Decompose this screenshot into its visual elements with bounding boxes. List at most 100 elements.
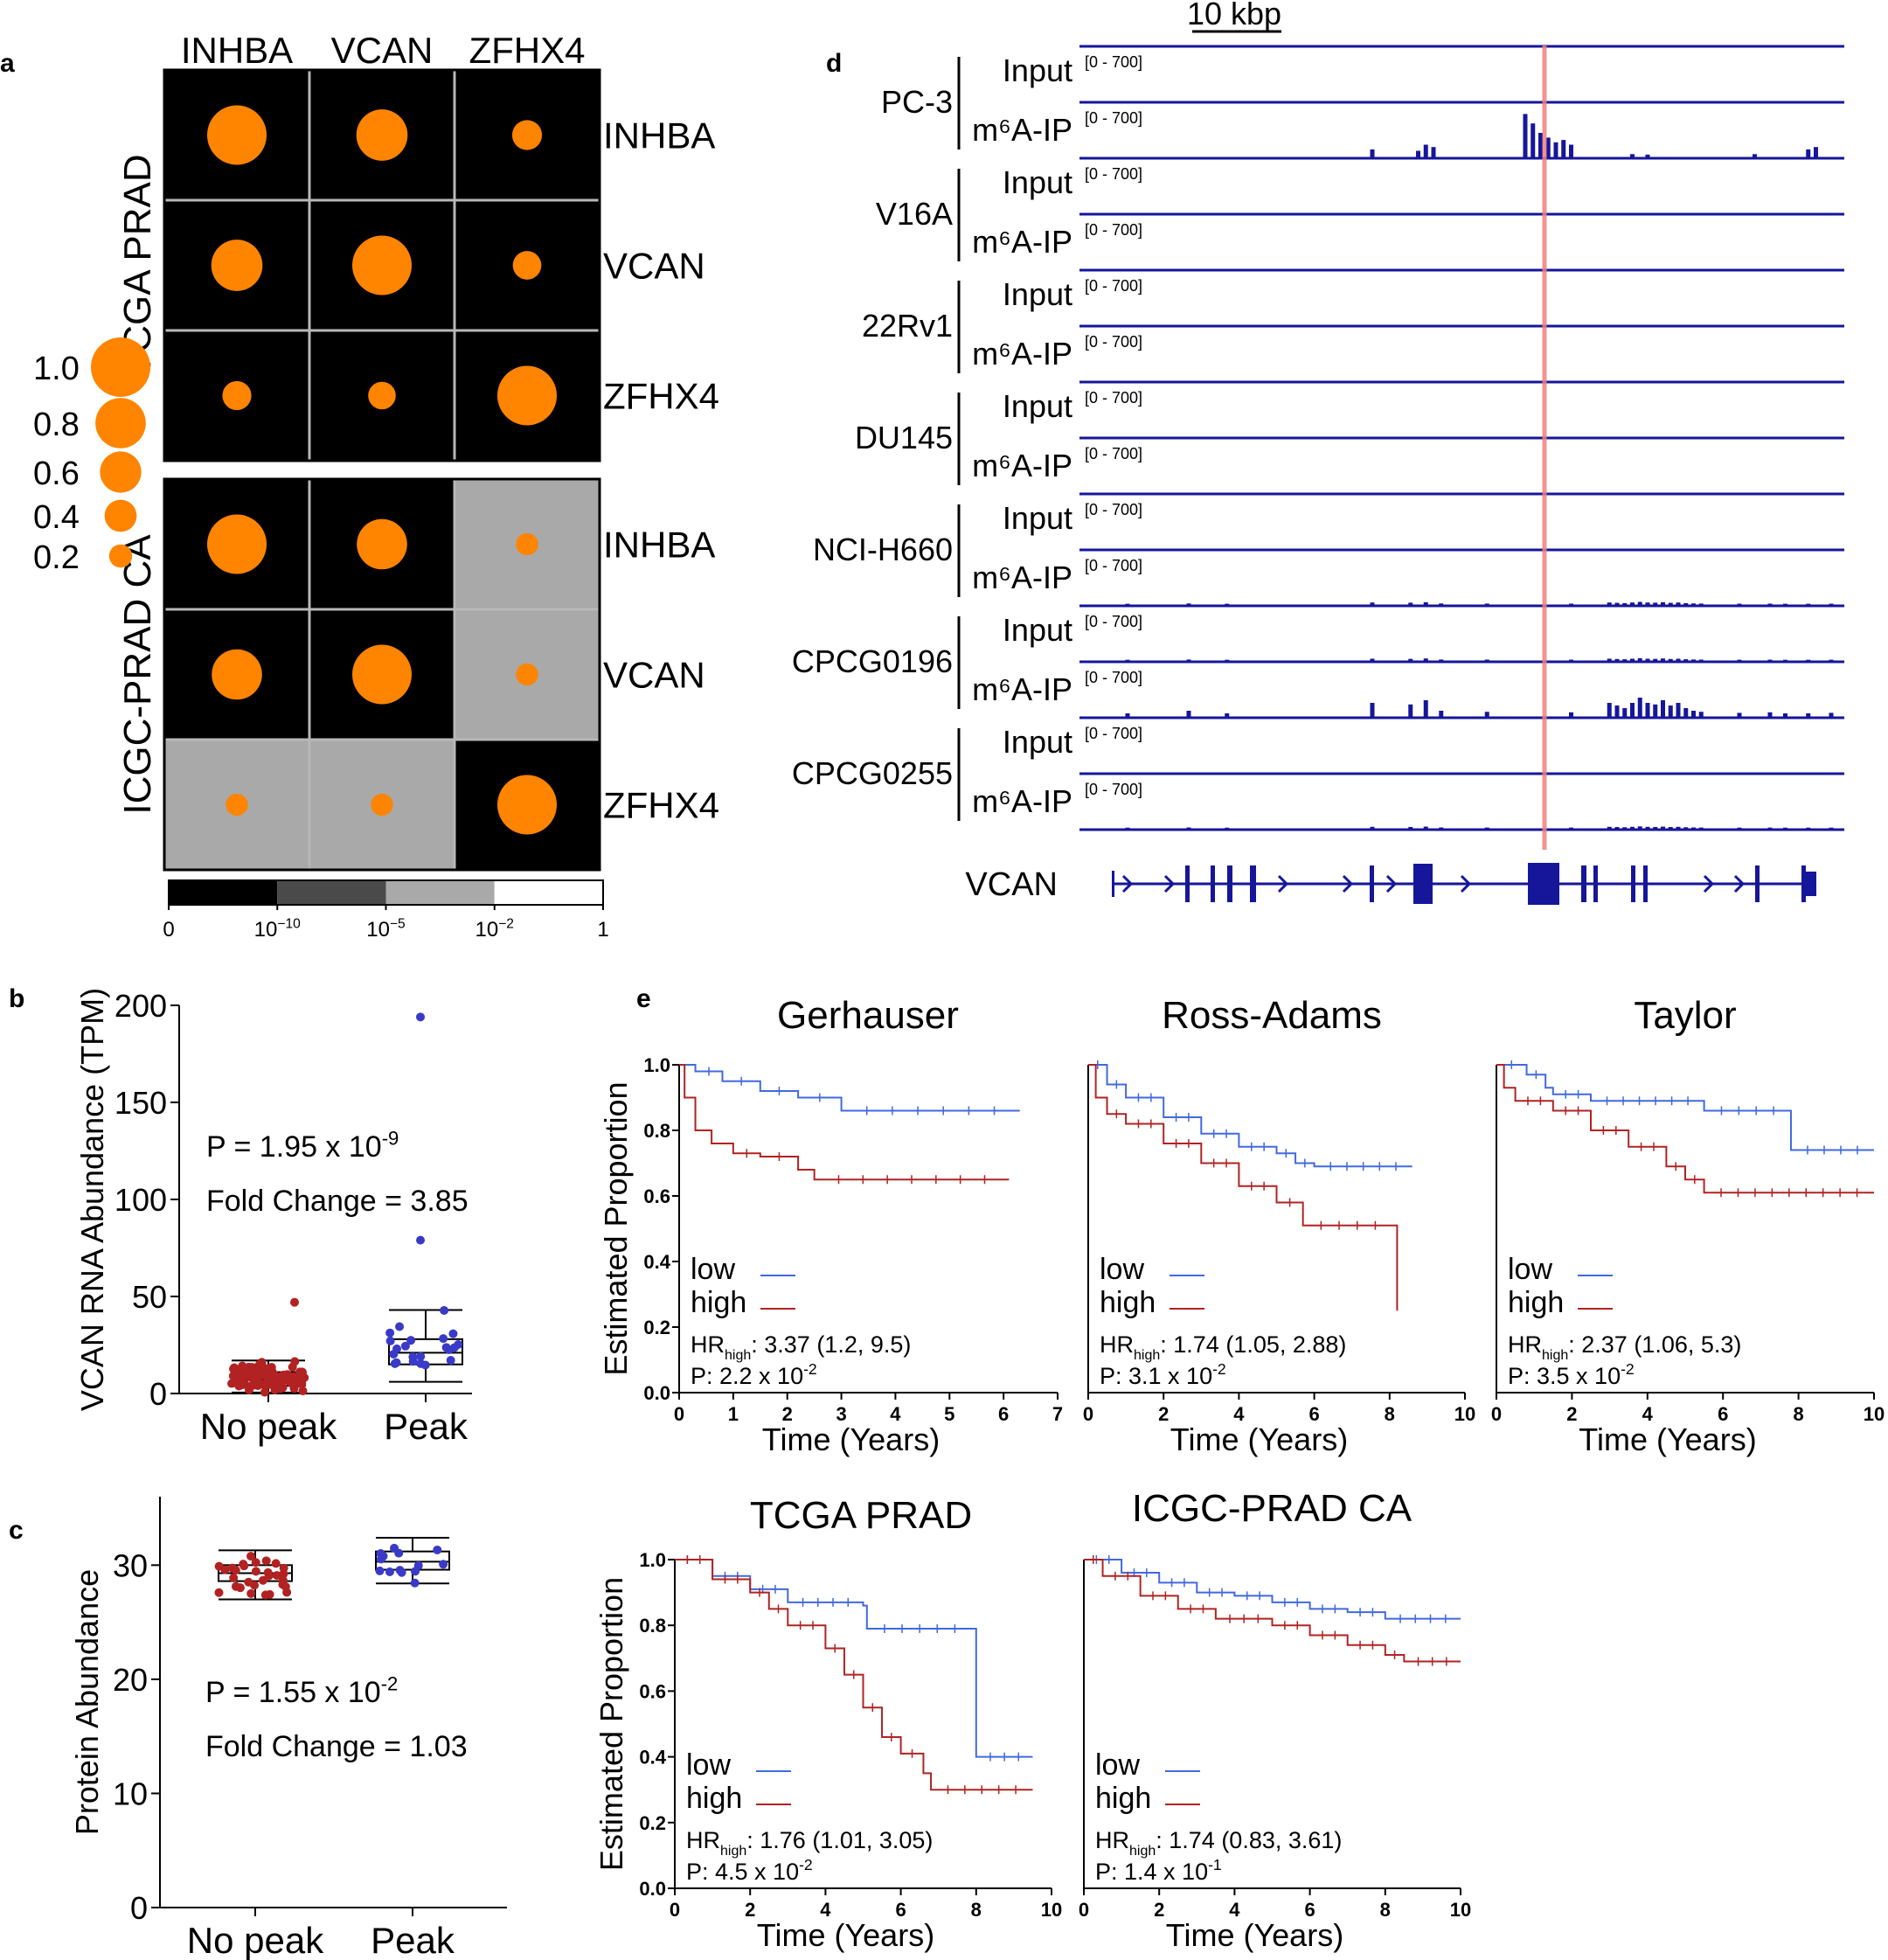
x-tick-label: 4 <box>890 1403 901 1425</box>
coverage-bar <box>1484 659 1489 662</box>
coverage-bar <box>1637 657 1642 662</box>
panel-e-survival-curves: Gerhauser 0.0 0.2 0.4 0.6 0.8 1.0 Estimated Pro… <box>593 994 1885 1953</box>
track-type-label: Input <box>1003 500 1072 536</box>
p-value-text: P = 1.95 x 10-9 <box>206 1127 399 1164</box>
hr-value: 1.74 (0.83, 3.61) <box>1169 1827 1342 1853</box>
coverage-bar <box>1569 144 1573 158</box>
data-point <box>282 1588 292 1597</box>
panel-label-b: b <box>9 984 24 1013</box>
coverage-bar <box>1806 603 1811 606</box>
gene-label: VCAN <box>965 866 1058 903</box>
exon <box>1631 865 1635 902</box>
correlation-dot <box>497 365 557 426</box>
data-point <box>258 1575 267 1585</box>
exon <box>1581 865 1586 902</box>
coverage-bar <box>1653 658 1658 662</box>
p-value-text-base: P = 1.55 x 10 <box>205 1676 381 1709</box>
size-legend-dot <box>108 544 133 568</box>
y-tick-label: 50 <box>132 1279 167 1315</box>
coverage-bar <box>1691 711 1696 718</box>
track-range-label: [0 - 700] <box>1085 669 1142 686</box>
legend-label-high: high <box>1095 1782 1151 1815</box>
x-axis-label: Time (Years) <box>757 1917 934 1953</box>
hazard-ratio-text: HRhigh: 1.76 (1.01, 3.05) <box>686 1827 933 1859</box>
data-point <box>439 1560 448 1569</box>
coverage-bar <box>1806 149 1811 158</box>
panel-d-genome-tracks: 10 kbp [0 - 700] Input [0 - 700] m⁶A-IP PC-3 [… <box>792 0 1844 905</box>
coverage-bar <box>1225 713 1230 718</box>
data-point <box>395 1322 405 1331</box>
y-tick-label: 0.4 <box>643 1251 670 1273</box>
coverage-bar <box>1569 712 1573 718</box>
survival-p-value-exp: -2 <box>1621 1360 1635 1378</box>
y-tick-label: 0.0 <box>639 1878 666 1900</box>
row-label-vcan: VCAN <box>603 246 705 287</box>
track-type-label: Input <box>1003 52 1072 88</box>
x-tick-label: No peak <box>200 1406 337 1447</box>
y-tick-label: 0.0 <box>643 1382 670 1404</box>
track-type-label: m⁶A-IP <box>972 224 1072 260</box>
x-tick-label: 0 <box>1491 1403 1502 1425</box>
x-tick-label: Peak <box>384 1406 469 1447</box>
data-point <box>233 1369 243 1379</box>
coverage-bar <box>1767 603 1773 606</box>
coverage-bar <box>1668 705 1673 718</box>
hr-colon: : <box>751 1331 764 1358</box>
data-point <box>272 1571 281 1581</box>
survival-plot-title: Gerhauser <box>777 994 959 1037</box>
sample-label: 22Rv1 <box>862 308 953 344</box>
coverage-bar <box>1607 658 1612 662</box>
track-range-label: [0 - 700] <box>1085 781 1142 798</box>
coverage-bar <box>1814 147 1818 158</box>
size-legend-label: 0.8 <box>33 407 80 443</box>
data-point <box>264 1571 274 1581</box>
coverage-bar <box>1630 703 1635 718</box>
data-point <box>449 1343 459 1352</box>
coverage-bar <box>1737 712 1742 718</box>
correlation-dot <box>207 514 267 574</box>
p-value-text-exp: -2 <box>381 1672 399 1694</box>
data-point <box>392 1358 401 1367</box>
x-tick-label: 1 <box>728 1403 739 1425</box>
x-tick-label: 0 <box>670 1899 680 1921</box>
exon <box>1806 872 1816 896</box>
x-tick-label: 8 <box>1380 1899 1391 1921</box>
hr-subscript: high <box>1542 1348 1568 1363</box>
p-colorbar-segment <box>385 880 495 905</box>
x-tick-label: 10 <box>1450 1899 1471 1921</box>
data-point <box>408 1357 418 1366</box>
sample-label: CPCG0196 <box>792 643 953 679</box>
coverage-bar <box>1783 827 1787 830</box>
survival-plot-title: Ross-Adams <box>1162 994 1382 1037</box>
coverage-bar <box>1614 602 1620 606</box>
p-colorbar-tick-label-base: 10 <box>475 918 499 942</box>
y-tick-label: 100 <box>115 1182 167 1218</box>
x-tick-label: 7 <box>1052 1403 1063 1425</box>
coverage-bar <box>1370 658 1375 662</box>
coverage-bar <box>1737 827 1742 830</box>
p-colorbar-tick-label-base: 0 <box>163 918 174 942</box>
coverage-bar <box>1439 659 1444 662</box>
strand-arrow <box>1121 874 1134 893</box>
coverage-bar <box>1439 711 1444 718</box>
hr-value: 3.37 (1.2, 9.5) <box>764 1331 911 1358</box>
track-range-label: [0 - 700] <box>1085 165 1142 183</box>
survival-curve-low <box>675 1559 1033 1758</box>
survival-curve-low <box>679 1064 1020 1112</box>
coverage-bar <box>1423 658 1428 662</box>
row-label-zfhx4: ZFHX4 <box>603 785 719 826</box>
p-colorbar-tick-label-exp: −5 <box>390 916 406 931</box>
sample-label: DU145 <box>855 420 953 455</box>
x-tick-label: 0 <box>674 1403 684 1425</box>
survival-curve-high <box>1084 1559 1461 1663</box>
coverage-bar <box>1676 602 1681 606</box>
coverage-bar <box>1370 826 1375 830</box>
size-legend-dot <box>95 398 146 448</box>
legend-label-high: high <box>1508 1286 1564 1319</box>
y-axis-label: Estimated Proportion <box>598 1081 634 1375</box>
correlation-dot <box>211 240 263 291</box>
survival-p-value: P: 2.2 x 10-2 <box>691 1360 817 1389</box>
data-point <box>279 1569 288 1579</box>
